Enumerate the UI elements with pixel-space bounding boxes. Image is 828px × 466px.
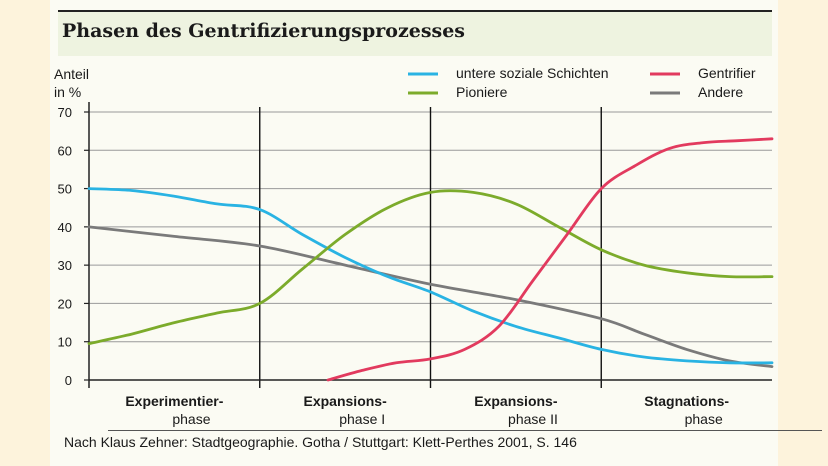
title-band [58,12,772,56]
series-lines [87,137,774,382]
y-tick-label: 40 [58,220,72,235]
phase-label-line2: phase [685,411,723,427]
y-tick-label: 10 [58,335,72,350]
y-tick-label: 50 [58,182,72,197]
phase-label-line2: phase [172,411,210,427]
y-tick-label: 70 [58,105,72,120]
figure-page: Phasen des Gentrifizierungsprozesses [50,0,822,466]
page-edge-left [0,0,50,466]
phase-label-line1: Experimentier- [125,393,223,409]
legend-label: Andere [698,84,743,100]
series-line-gentrifier [326,137,774,382]
phase-label-line1: Expansions- [474,393,558,409]
series-line-pioniere [87,189,774,345]
phase-label-line2: phase II [508,411,558,427]
y-tick-label: 0 [65,373,72,388]
y-tick-label: 60 [58,143,72,158]
legend: untere soziale Schichten Pioniere Gentrifi… [408,65,756,100]
phase-labels: Experimentier-phase Expansions-phase I Exp… [125,393,729,427]
grid-lines [84,111,772,381]
series-line-andere [87,225,774,368]
y-tick-labels: 0 10 20 30 40 50 60 70 [58,105,72,388]
series-line-untere-soziale-schichten [87,187,774,365]
source-note: Nach Klaus Zehner: Stadtgeographie. Goth… [64,434,577,450]
page-edge-right [778,0,828,466]
top-rule [58,10,772,12]
legend-label: Gentrifier [698,65,756,81]
phase-label-line1: Stagnations- [644,393,729,409]
y-tick-label: 20 [58,296,72,311]
phase-dividers [259,107,602,388]
legend-label: Pioniere [456,84,508,100]
source-rule [108,430,822,431]
y-axis-title-line1: Anteil [54,66,89,82]
axes [88,102,772,388]
phase-label-line2: phase I [339,411,385,427]
y-axis-title-line2: in % [54,84,81,100]
phase-label-line1: Expansions- [304,393,388,409]
legend-label: untere soziale Schichten [456,65,609,81]
chart-title: Phasen des Gentrifizierungsprozesses [62,20,465,42]
y-tick-label: 30 [58,258,72,273]
